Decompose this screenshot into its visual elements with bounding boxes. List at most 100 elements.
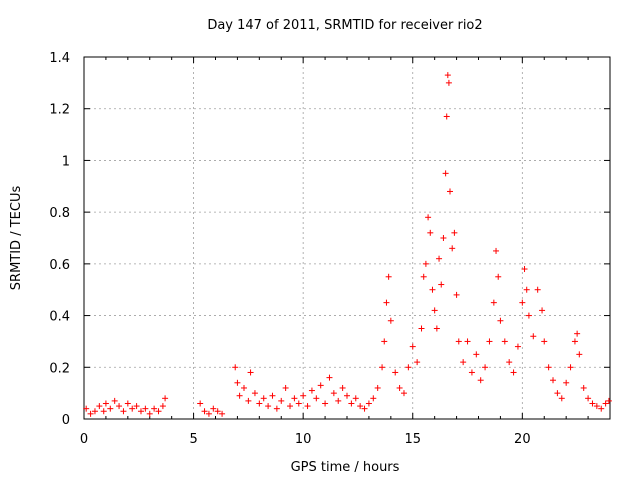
data-point bbox=[102, 400, 109, 407]
y-tick-label: 1 bbox=[62, 154, 70, 169]
data-point bbox=[438, 281, 445, 288]
data-point bbox=[146, 410, 153, 417]
data-point bbox=[381, 338, 388, 345]
y-tick-label: 1.2 bbox=[49, 103, 70, 118]
data-point bbox=[120, 408, 127, 415]
data-point bbox=[468, 369, 475, 376]
data-point bbox=[409, 343, 416, 350]
data-point bbox=[361, 405, 368, 412]
data-point bbox=[129, 405, 136, 412]
grid bbox=[84, 57, 610, 419]
data-point bbox=[137, 408, 144, 415]
data-point bbox=[260, 395, 267, 402]
data-point bbox=[530, 333, 537, 340]
data-point bbox=[142, 405, 149, 412]
data-point bbox=[443, 113, 450, 120]
data-point bbox=[541, 338, 548, 345]
data-point bbox=[550, 377, 557, 384]
data-point bbox=[197, 400, 204, 407]
data-point bbox=[539, 307, 546, 314]
data-point bbox=[414, 359, 421, 366]
y-tick-label: 0 bbox=[62, 413, 70, 428]
data-point bbox=[534, 286, 541, 293]
data-point bbox=[449, 245, 456, 252]
data-point bbox=[477, 377, 484, 384]
data-point bbox=[133, 403, 140, 410]
data-point bbox=[116, 403, 123, 410]
y-tick-label: 1.4 bbox=[49, 51, 70, 66]
data-point bbox=[295, 400, 302, 407]
data-point bbox=[567, 364, 574, 371]
data-point bbox=[525, 312, 532, 319]
data-point bbox=[247, 369, 254, 376]
data-point bbox=[291, 395, 298, 402]
data-point bbox=[387, 317, 394, 324]
data-point bbox=[605, 397, 612, 404]
data-point bbox=[497, 317, 504, 324]
data-point bbox=[442, 170, 449, 177]
x-tick-label: 20 bbox=[514, 432, 531, 447]
data-point bbox=[234, 379, 241, 386]
data-point bbox=[521, 266, 528, 273]
data-point bbox=[96, 403, 103, 410]
data-point bbox=[571, 338, 578, 345]
y-axis-label: SRMTID / TECUs bbox=[9, 186, 24, 291]
y-tick-label: 0.6 bbox=[49, 258, 70, 273]
data-point bbox=[269, 392, 276, 399]
data-point bbox=[490, 299, 497, 306]
y-tick-label: 0.4 bbox=[49, 310, 70, 325]
data-point bbox=[214, 408, 221, 415]
data-point bbox=[304, 403, 311, 410]
data-point bbox=[510, 369, 517, 376]
data-point bbox=[322, 400, 329, 407]
data-point bbox=[405, 364, 412, 371]
data-point bbox=[563, 379, 570, 386]
data-point bbox=[100, 408, 107, 415]
axis-ticks bbox=[83, 56, 611, 420]
data-point bbox=[344, 392, 350, 399]
data-point bbox=[232, 364, 239, 371]
data-point bbox=[473, 351, 480, 358]
x-tick-label: 5 bbox=[189, 432, 197, 447]
data-point bbox=[83, 405, 90, 412]
data-point bbox=[151, 405, 158, 412]
data-point bbox=[392, 369, 399, 376]
data-point bbox=[580, 384, 587, 391]
data-point bbox=[440, 235, 447, 241]
data-point bbox=[159, 403, 166, 410]
data-point bbox=[87, 410, 94, 417]
data-point bbox=[348, 400, 355, 407]
data-point bbox=[282, 384, 289, 391]
data-point bbox=[482, 364, 489, 371]
data-point bbox=[245, 397, 252, 404]
data-point bbox=[422, 260, 429, 267]
data-point bbox=[335, 397, 342, 404]
data-point bbox=[576, 351, 583, 358]
data-point bbox=[602, 400, 609, 407]
data-point bbox=[506, 359, 513, 366]
data-point bbox=[444, 72, 451, 79]
data-point bbox=[273, 405, 280, 412]
data-point bbox=[278, 397, 285, 404]
data-point bbox=[486, 338, 493, 345]
data-point bbox=[379, 364, 386, 371]
data-point bbox=[339, 384, 346, 391]
data-point bbox=[155, 408, 162, 415]
data-point bbox=[420, 273, 427, 280]
x-tick-label: 0 bbox=[80, 432, 88, 447]
data-point bbox=[313, 395, 320, 402]
data-point bbox=[429, 286, 436, 293]
data-point bbox=[210, 405, 217, 412]
data-point bbox=[451, 229, 458, 236]
y-tick-label: 0.8 bbox=[49, 206, 70, 221]
data-point bbox=[418, 325, 425, 332]
data-point bbox=[365, 400, 372, 407]
data-point bbox=[326, 374, 333, 381]
chart-title: Day 147 of 2011, SRMTID for receiver rio… bbox=[207, 18, 482, 33]
x-tick-label: 15 bbox=[404, 432, 421, 447]
data-point bbox=[205, 410, 212, 417]
data-point bbox=[251, 390, 258, 397]
data-point bbox=[425, 214, 432, 221]
data-point bbox=[236, 392, 243, 399]
